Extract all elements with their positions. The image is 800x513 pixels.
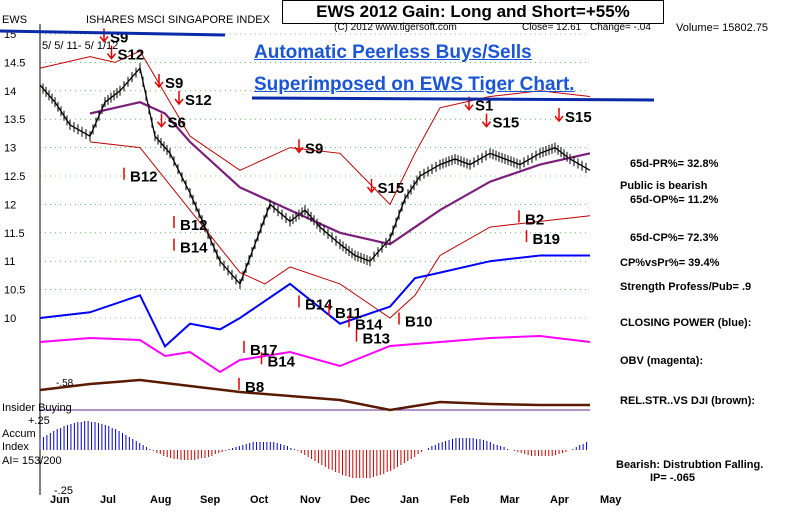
signal-label: S6 <box>168 115 186 132</box>
relstr-legend: REL.STR..VS DJI (brown): <box>620 395 756 407</box>
op-stat: 65d-OP%= 11.2% <box>630 194 719 206</box>
signal-label: B2 <box>525 211 544 228</box>
pr-stat: 65d-PR%= 32.8% <box>630 158 719 170</box>
insider-buying-label: Insider Buying <box>2 402 72 414</box>
signal-label: S12 <box>118 47 145 64</box>
public-sentiment: Public is bearish <box>620 180 708 192</box>
signal-label: S12 <box>185 92 212 109</box>
signal-label: B12 <box>180 217 208 234</box>
relstr-mark-label: -.58 <box>56 378 74 389</box>
signal-label: B14 <box>355 316 383 333</box>
accum-minus-label: -.25 <box>54 485 73 497</box>
sell-arrowhead <box>106 53 117 60</box>
x-tick-label: Jul <box>100 494 116 506</box>
sell-arrowhead <box>554 115 564 123</box>
signal-label: B14 <box>268 353 296 370</box>
y-tick-label: 11 <box>4 256 15 268</box>
index-name-label: ISHARES MSCI SINGAPORE INDEX <box>86 14 270 26</box>
x-tick-label: Aug <box>150 494 171 506</box>
signal-label: B8 <box>245 379 264 396</box>
cp-vs-pr-stat: CP%vsPr%= 39.4% <box>620 257 720 269</box>
sell-arrowhead <box>99 36 109 43</box>
signal-label: B12 <box>130 169 158 186</box>
signal-label: B11 <box>335 305 362 322</box>
ai-label: AI= 153/200 <box>2 455 62 467</box>
x-tick-label: Dec <box>350 494 370 506</box>
cp-stat: 65d-CP%= 72.3% <box>630 232 719 244</box>
series-lower-band <box>89 141 591 319</box>
y-tick-label: 11.5 <box>4 228 25 240</box>
x-tick-label: Apr <box>550 494 570 506</box>
signal-label: S9 <box>305 140 323 157</box>
y-tick-label: 10 <box>4 313 16 325</box>
signal-label: B19 <box>533 231 561 248</box>
sell-arrowhead <box>156 121 167 128</box>
signal-label: B10 <box>405 314 433 331</box>
series-price <box>39 66 591 286</box>
index-label: Index <box>2 441 29 453</box>
copyright-label: (C) 2012 www.tigersoft.com <box>334 22 457 33</box>
banner-line-2: Superimposed on EWS Tiger Chart. <box>254 74 575 95</box>
banner-line-1: Automatic Peerless Buys/Sells <box>254 42 532 63</box>
close-label: Close= 12.61 <box>522 22 582 33</box>
y-tick-label: 14 <box>4 86 16 98</box>
x-tick-label: Sep <box>200 494 220 506</box>
signal-label: S9 <box>165 75 183 92</box>
x-tick-label: Nov <box>300 494 322 506</box>
sell-arrowhead <box>481 121 492 128</box>
signal-label: B13 <box>363 331 391 348</box>
volume-label: Volume= 15802.75 <box>676 22 769 34</box>
y-tick-label: 13.5 <box>4 114 25 126</box>
chart-title: EWS 2012 Gain: Long and Short=+55% <box>282 0 664 24</box>
x-tick-label: Jan <box>400 494 419 506</box>
accum-plus-label: +.25 <box>28 415 50 427</box>
sell-arrowhead <box>464 104 474 111</box>
y-tick-label: 12.5 <box>4 171 25 183</box>
sell-arrowhead <box>154 81 164 89</box>
closing-power-legend: CLOSING POWER (blue): <box>620 317 752 329</box>
signal-label: B14 <box>305 296 333 313</box>
series-closing-power <box>39 254 590 349</box>
ip-stat: IP= -.065 <box>650 472 695 484</box>
y-tick-label: 10.5 <box>4 285 25 297</box>
banner-underline <box>251 96 655 102</box>
y-tick-label: 12 <box>4 199 16 211</box>
accum-label: Accum <box>2 428 36 440</box>
signal-label: S15 <box>493 115 520 132</box>
sell-arrowhead <box>294 146 304 154</box>
header-underline <box>0 29 226 37</box>
signal-label: S1 <box>475 98 493 115</box>
obv-legend: OBV (magenta): <box>620 355 704 367</box>
change-label: Change= -.04 <box>590 22 651 33</box>
relstr-line <box>39 378 590 412</box>
y-tick-label: 14.5 <box>4 57 25 69</box>
obv-line <box>39 334 591 374</box>
signal-label: S15 <box>565 109 592 126</box>
y-tick-label: 13 <box>4 143 16 155</box>
ticker-label: EWS <box>2 14 28 26</box>
signal-label: S15 <box>378 180 405 197</box>
x-tick-label: Feb <box>450 494 470 506</box>
series-moving-average <box>89 101 591 246</box>
sell-arrowhead <box>174 98 184 106</box>
signal-label: B17 <box>250 342 278 359</box>
x-tick-label: Oct <box>250 494 269 506</box>
x-tick-label: Jun <box>50 494 70 506</box>
x-tick-label: May <box>600 494 622 506</box>
strength-stat: Strength Profess/Pub= .9 <box>620 281 752 293</box>
bearish-note: Bearish: Distrubtion Falling. <box>616 459 764 471</box>
sell-arrowhead <box>366 186 377 194</box>
date-range-label: 5/ 5/ 11- 5/ 1/12 <box>42 40 119 52</box>
x-tick-label: Mar <box>500 494 520 506</box>
signal-label: B14 <box>180 240 208 257</box>
